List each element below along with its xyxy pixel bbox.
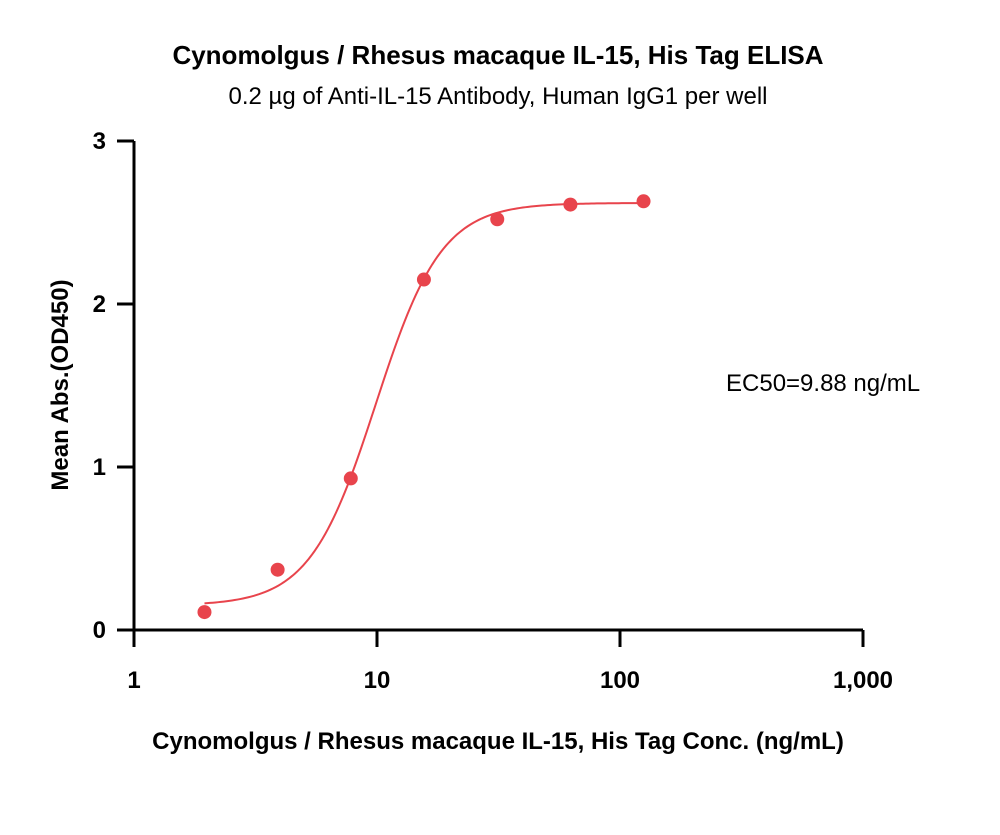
y-tick-label: 2 (93, 291, 106, 318)
y-axis: 0 1 2 3 (93, 128, 136, 644)
y-tick-label: 0 (93, 617, 106, 644)
x-tick-label: 10 (364, 667, 391, 694)
points-layer (197, 194, 651, 620)
y-axis-title: Mean Abs.(OD450) (47, 279, 74, 490)
data-point (197, 605, 212, 620)
x-axis: 1 10 100 1,000 (127, 628, 893, 694)
data-point (343, 471, 358, 486)
fit-curve (204, 202, 644, 605)
data-point (490, 212, 505, 227)
data-point (563, 197, 578, 212)
y-tick-label: 1 (93, 454, 106, 481)
data-point (416, 272, 431, 287)
y-tick-label: 3 (93, 128, 106, 155)
x-axis-title: Cynomolgus / Rhesus macaque IL-15, His T… (152, 728, 844, 755)
x-tick-label: 100 (600, 667, 640, 694)
data-point (636, 194, 651, 209)
chart-title: Cynomolgus / Rhesus macaque IL-15, His T… (172, 40, 823, 70)
x-tick-label: 1 (127, 667, 140, 694)
ec50-annotation: EC50=9.88 ng/mL (726, 370, 920, 397)
fit-layer (204, 202, 644, 605)
x-tick-label: 1,000 (833, 667, 893, 694)
data-point (270, 562, 285, 577)
chart-subtitle: 0.2 µg of Anti-IL-15 Antibody, Human IgG… (228, 83, 767, 110)
